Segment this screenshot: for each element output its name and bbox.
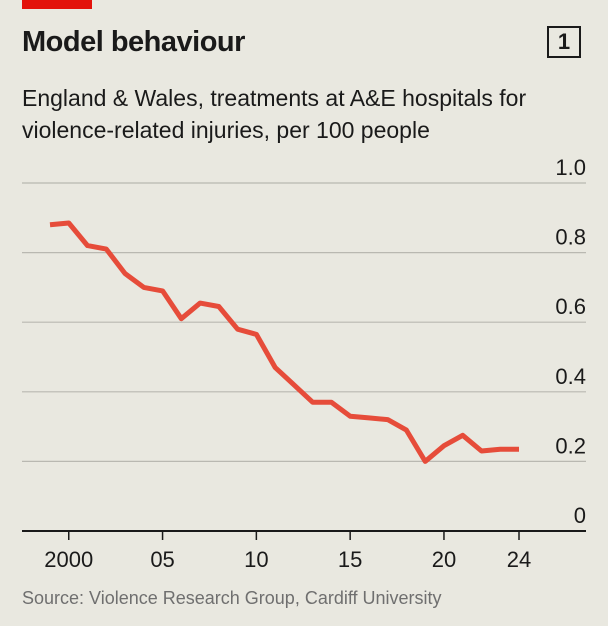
chart-subtitle: England & Wales, treatments at A&E hospi… [22,85,527,143]
x-axis [22,530,586,540]
chart-title: Model behaviour [22,26,245,58]
y-axis-labels: 0 0.2 0.4 0.6 0.8 1.0 [555,155,586,528]
y-tick-label: 0.6 [555,294,586,319]
y-tick-label: 0.8 [555,225,586,250]
x-tick-label: 15 [338,547,362,572]
x-tick-label: 05 [150,547,174,572]
x-tick-label: 10 [244,547,268,572]
series-line [49,220,519,464]
series-layer [49,220,519,464]
y-tick-label: 0 [574,503,586,528]
x-tick-label: 24 [507,547,531,572]
y-tick-label: 0.2 [555,433,586,458]
x-tick-label: 20 [432,547,456,572]
x-tick-label: 2000 [44,547,93,572]
source-note: Source: Violence Research Group, Cardiff… [22,588,442,608]
figure-number-badge: 1 [547,26,581,58]
y-tick-label: 1.0 [555,155,586,180]
x-axis-labels: 2000 05 10 15 20 24 [44,547,531,572]
gridlines [22,182,586,462]
y-tick-label: 0.4 [555,364,586,389]
brand-tag [22,0,92,9]
